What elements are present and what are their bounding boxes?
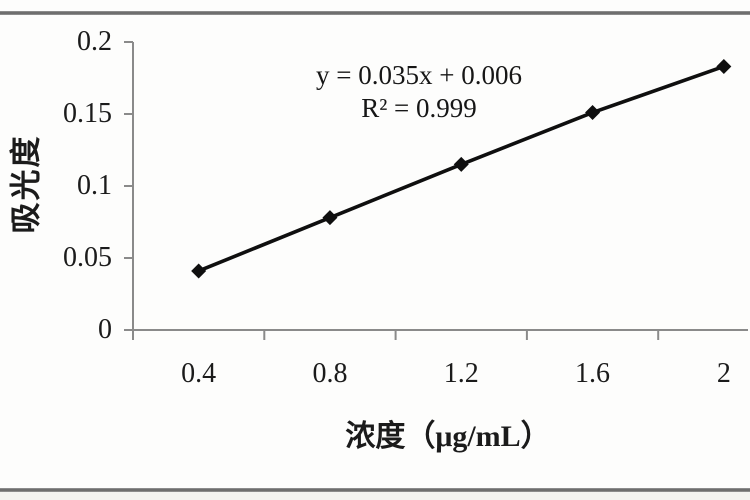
x-tick-label: 1.2: [443, 358, 479, 389]
data-point-marker: [191, 263, 207, 279]
data-point-marker: [322, 210, 338, 226]
trendline-equation: y = 0.035x + 0.006 R² = 0.999: [316, 59, 522, 125]
data-point-marker: [585, 105, 601, 121]
bottom-margin-strip: [0, 492, 750, 500]
y-tick-label: 0.15: [63, 98, 112, 129]
y-tick-label: 0.05: [63, 242, 112, 273]
trendline-r-squared: R² = 0.999: [361, 93, 477, 123]
trendline-equation-line1: y = 0.035x + 0.006: [316, 60, 522, 90]
x-tick-label: 0.8: [312, 358, 348, 389]
x-tick-label: 2: [716, 358, 731, 389]
bottom-divider-line: [0, 488, 750, 492]
top-divider-line: [0, 11, 750, 15]
data-point-marker: [453, 156, 469, 172]
y-tick-label: 0: [98, 314, 112, 345]
y-tick-label: 0.2: [77, 26, 112, 57]
y-tick-label: 0.1: [77, 170, 112, 201]
x-axis-title: 浓度（μg/mL）: [345, 420, 551, 453]
data-point-marker: [716, 58, 732, 74]
x-tick-label: 0.4: [181, 358, 217, 389]
x-tick-label: 1.6: [575, 358, 611, 389]
